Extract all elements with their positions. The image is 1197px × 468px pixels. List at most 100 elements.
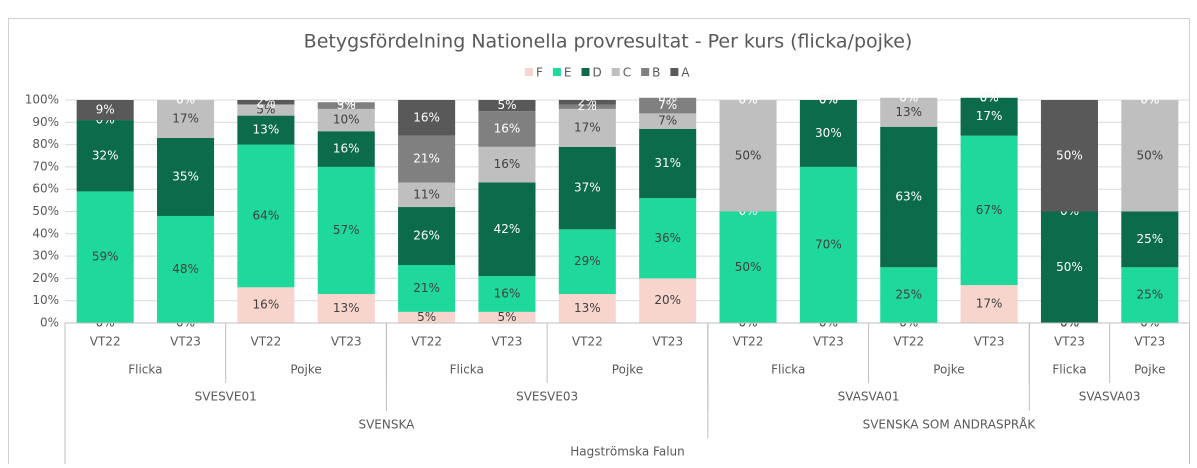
x-tick-label: VT23 [652, 335, 683, 349]
data-label: 50% [735, 148, 762, 162]
data-label: 2% [256, 95, 275, 109]
x-tick-label: VT23 [1134, 335, 1165, 349]
data-label: 0% [1140, 93, 1159, 107]
group-label: SVASVA01 [838, 390, 900, 404]
bar-segment [237, 100, 295, 105]
data-label: 50% [1056, 260, 1083, 274]
legend-swatch [581, 68, 590, 76]
data-label: 16% [494, 287, 521, 301]
data-label: 0% [819, 93, 838, 107]
data-label: 7% [658, 114, 677, 128]
data-label: 16% [494, 121, 521, 135]
data-label: 0% [980, 90, 999, 104]
x-tick-label: VT23 [492, 335, 523, 349]
data-label: 0% [819, 93, 838, 107]
bar-segment [558, 229, 616, 295]
y-tick-label: 90% [32, 115, 59, 129]
legend-swatch [525, 68, 533, 76]
group-label: SVASVA03 [1079, 390, 1141, 404]
bar-segment [639, 278, 697, 323]
legend-label: F [536, 66, 543, 80]
data-label: 3% [337, 98, 356, 112]
data-label: 0% [899, 90, 918, 104]
data-label: 21% [413, 152, 440, 166]
data-label: 0% [739, 93, 758, 107]
data-label: 5% [256, 103, 275, 117]
data-label: 11% [413, 187, 440, 201]
bar-segment [237, 144, 295, 288]
bar-segment [960, 97, 1018, 136]
data-label: 0% [980, 90, 999, 104]
x-tick-label: VT23 [331, 335, 362, 349]
bar-segment [639, 97, 697, 114]
bar-segment [317, 131, 375, 167]
bar-segment [639, 128, 697, 199]
data-label: 59% [92, 250, 119, 264]
data-label: 30% [815, 126, 842, 140]
data-label: 13% [895, 105, 922, 119]
data-label: 0% [658, 90, 677, 104]
data-label: 17% [976, 109, 1003, 123]
bar-segment [639, 198, 697, 279]
x-tick-label: VT23 [974, 335, 1005, 349]
data-label: 2% [578, 95, 597, 109]
group-label: Flicka [1052, 363, 1086, 377]
data-label: 0% [337, 95, 356, 109]
bar-segment [558, 104, 616, 109]
data-label: 10% [333, 113, 360, 127]
x-tick-label: VT23 [1054, 335, 1085, 349]
data-label: 0% [176, 93, 195, 107]
bar-segment [558, 100, 616, 105]
bar-segment [478, 182, 536, 277]
legend-label: B [652, 66, 660, 80]
bar-segment [317, 102, 375, 109]
data-label: 17% [172, 111, 199, 125]
bar-segment [1121, 211, 1179, 268]
data-label: 25% [895, 288, 922, 302]
data-label: 36% [654, 231, 681, 245]
bar-segment [1040, 211, 1098, 323]
y-tick-label: 60% [32, 182, 59, 196]
y-tick-label: 100% [25, 93, 59, 107]
bar-segment [1040, 100, 1098, 212]
legend-label: D [593, 66, 602, 80]
bar-segment [880, 126, 938, 268]
data-label: 35% [172, 169, 199, 183]
bar-segment [799, 166, 857, 323]
data-label: 0% [980, 90, 999, 104]
data-label: 0% [739, 93, 758, 107]
data-label: 20% [654, 293, 681, 307]
y-tick-label: 20% [32, 271, 59, 285]
data-label: 26% [413, 229, 440, 243]
x-tick-label: VT22 [90, 335, 121, 349]
group-label: Flicka [128, 363, 162, 377]
bar-segment [76, 120, 134, 192]
data-label: 5% [497, 98, 516, 112]
data-label: 64% [253, 208, 280, 222]
data-label: 0% [176, 93, 195, 107]
bar-segment [398, 182, 456, 208]
bar-segment [237, 287, 295, 323]
legend-label: E [564, 66, 572, 80]
data-label: 0% [1140, 93, 1159, 107]
bar-segment [880, 267, 938, 323]
x-tick-label: VT23 [170, 335, 201, 349]
group-label: Pojke [612, 363, 643, 377]
bar-segment [1121, 267, 1179, 323]
group-label: Flicka [771, 363, 805, 377]
data-label: 31% [654, 156, 681, 170]
bar-segment [398, 135, 456, 183]
bar-segment [719, 100, 777, 212]
y-tick-label: 0% [40, 316, 59, 330]
bar-segment [478, 100, 536, 112]
bar-segment [1121, 100, 1179, 212]
data-label: 16% [494, 157, 521, 171]
y-tick-label: 70% [32, 159, 59, 173]
data-label: 0% [899, 90, 918, 104]
data-label: 29% [574, 254, 601, 268]
data-label: 17% [574, 120, 601, 134]
bar-segment [398, 311, 456, 323]
x-tick-label: VT22 [893, 335, 924, 349]
group-label: SVESVE01 [195, 390, 257, 404]
data-label: 63% [895, 190, 922, 204]
